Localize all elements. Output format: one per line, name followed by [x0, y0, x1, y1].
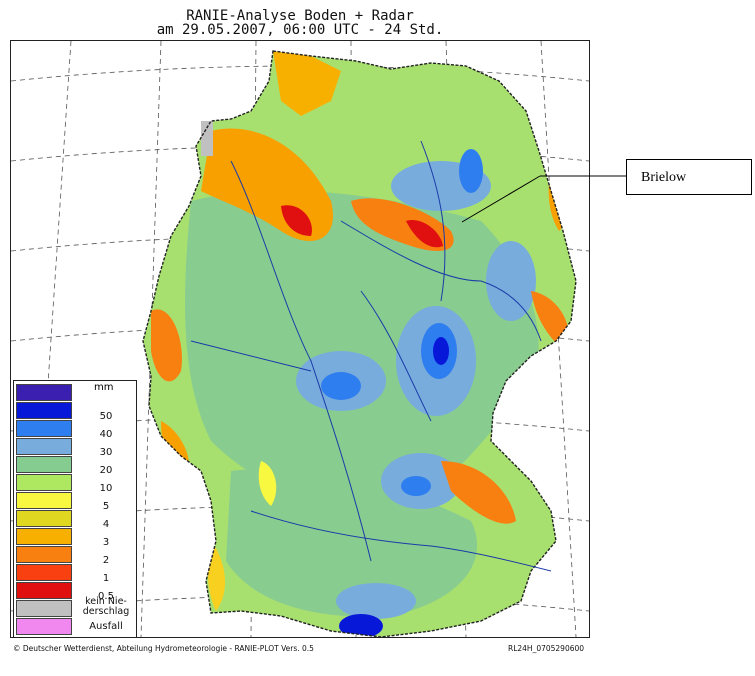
legend-swatch	[16, 384, 72, 401]
legend-label: 1	[102, 573, 110, 584]
legend-swatch	[16, 474, 72, 491]
legend-row: 30	[16, 438, 134, 458]
footer-product-code: RL24H_0705290600	[508, 644, 585, 653]
legend-label: 0.5	[98, 591, 114, 602]
legend-label: 5	[102, 501, 110, 512]
legend-label: 50	[99, 411, 113, 422]
legend-swatch	[16, 456, 72, 473]
map-title-line-2: am 29.05.2007, 06:00 UTC - 24 Std.	[156, 22, 444, 38]
legend-row	[16, 384, 134, 401]
legend-label: 4	[102, 519, 110, 530]
legend-label: 3	[102, 537, 110, 548]
legend-swatch	[16, 618, 72, 635]
legend-row: Ausfall	[16, 618, 134, 635]
legend-row: 5	[16, 492, 134, 512]
legend-row: 0.5	[16, 582, 134, 602]
legend-swatch	[16, 528, 72, 545]
legend-label: 40	[99, 429, 113, 440]
map-title-line-1: RANIE-Analyse Boden + Radar	[186, 8, 414, 24]
legend-row: 2	[16, 546, 134, 566]
legend-row: 1	[16, 564, 134, 584]
legend-label: 20	[99, 465, 113, 476]
legend-swatch	[16, 582, 72, 599]
legend-label: 2	[102, 555, 110, 566]
legend-swatch	[16, 438, 72, 455]
legend-label: kein Nie- derschlag	[82, 596, 130, 617]
legend-swatch	[16, 420, 72, 437]
legend-row: 3	[16, 528, 134, 548]
legend-row: 40	[16, 420, 134, 440]
callout-box: Brielow	[626, 159, 752, 195]
legend-swatch	[16, 546, 72, 563]
legend-row: 50	[16, 402, 134, 422]
precipitation-legend: mm 50 40 30 20 10 5 4 3 2 1 0.5 kein Nie- derschlag…	[13, 380, 137, 637]
legend-unit: mm	[94, 382, 114, 393]
legend-label: 30	[99, 447, 113, 458]
legend-label: 10	[99, 483, 113, 494]
rivers	[190, 140, 552, 572]
callout-label: Brielow	[641, 170, 687, 185]
legend-swatch	[16, 600, 72, 617]
legend-row: 4	[16, 510, 134, 530]
legend-swatch	[16, 564, 72, 581]
legend-row: kein Nie- derschlag	[16, 596, 134, 617]
legend-row: 10	[16, 474, 134, 494]
legend-swatch	[16, 510, 72, 527]
legend-swatch	[16, 492, 72, 509]
legend-row: 20	[16, 456, 134, 476]
legend-label: Ausfall	[89, 621, 123, 632]
footer-copyright: © Deutscher Wetterdienst, Abteilung Hydr…	[13, 644, 314, 653]
legend-swatch	[16, 402, 72, 419]
precipitation-map: mm 50 40 30 20 10 5 4 3 2 1 0.5 kein Nie- derschlag…	[10, 40, 590, 638]
